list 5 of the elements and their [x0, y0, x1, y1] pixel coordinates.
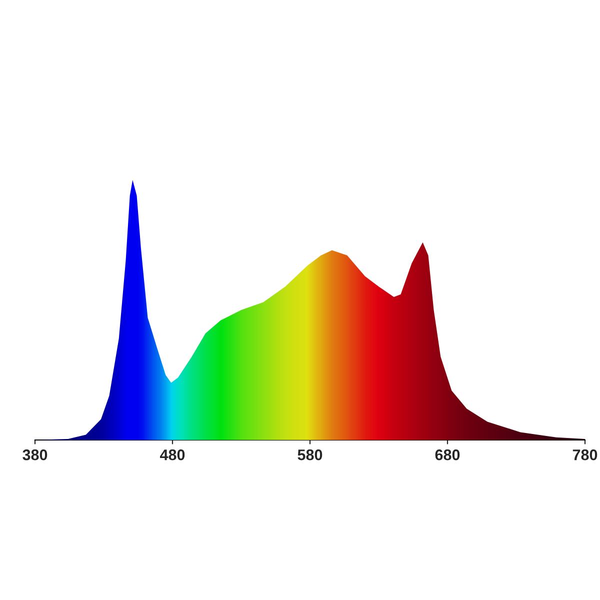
x-tick-label: 780 [572, 449, 598, 460]
x-tick-label: 680 [435, 449, 460, 460]
x-tick-label: 380 [22, 449, 48, 460]
x-tick-label: 480 [160, 449, 185, 460]
x-tick-label: 580 [298, 449, 322, 460]
